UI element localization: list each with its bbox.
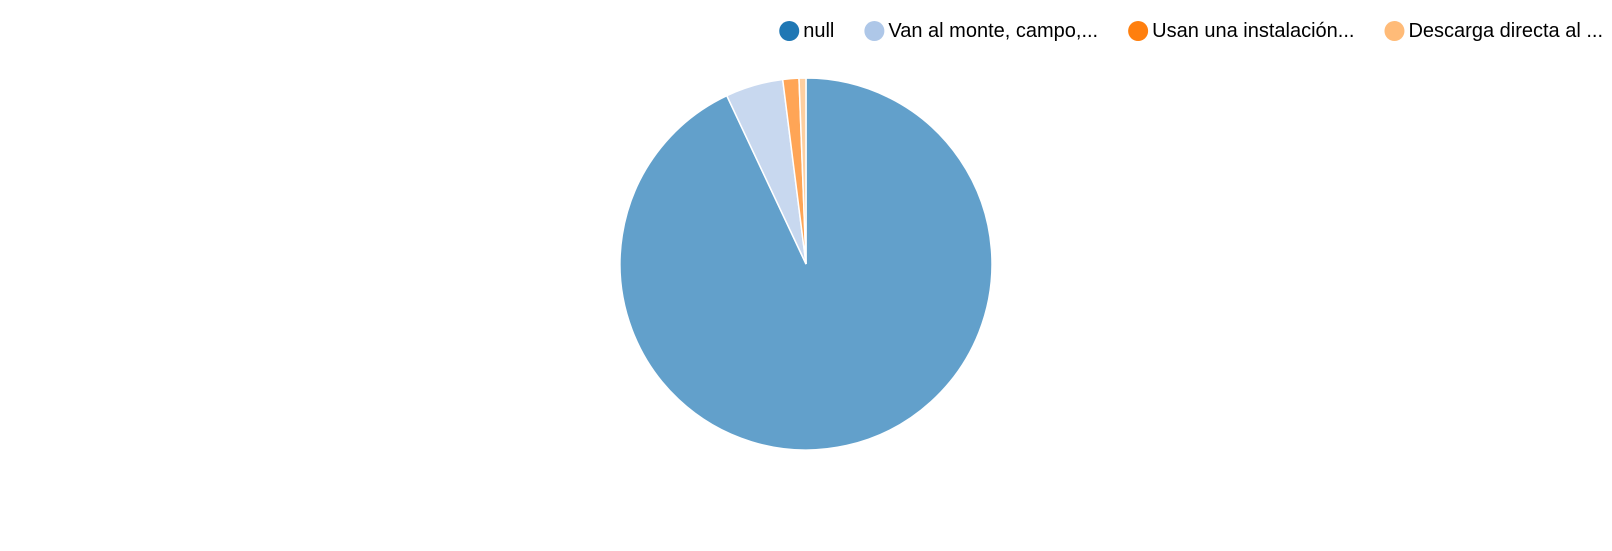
- legend-label: Usan una instalación...: [1152, 20, 1354, 42]
- legend-label: null: [803, 20, 834, 42]
- legend-item-3[interactable]: Descarga directa al ...: [1384, 20, 1603, 42]
- pie-slices: [619, 77, 993, 451]
- legend-swatch: [1384, 21, 1405, 41]
- legend-label: Descarga directa al ...: [1408, 20, 1603, 42]
- legend-item-2[interactable]: Usan una instalación...: [1128, 20, 1354, 42]
- legend-item-0[interactable]: null: [779, 20, 834, 42]
- legend-swatch: [864, 21, 885, 41]
- legend-swatch: [779, 21, 800, 41]
- legend: null Van al monte, campo,... Usan una inst…: [779, 20, 1603, 42]
- legend-item-1[interactable]: Van al monte, campo,...: [864, 20, 1098, 42]
- legend-label: Van al monte, campo,...: [888, 20, 1098, 42]
- pie-slice-3[interactable]: [798, 77, 807, 265]
- legend-swatch: [1128, 21, 1149, 41]
